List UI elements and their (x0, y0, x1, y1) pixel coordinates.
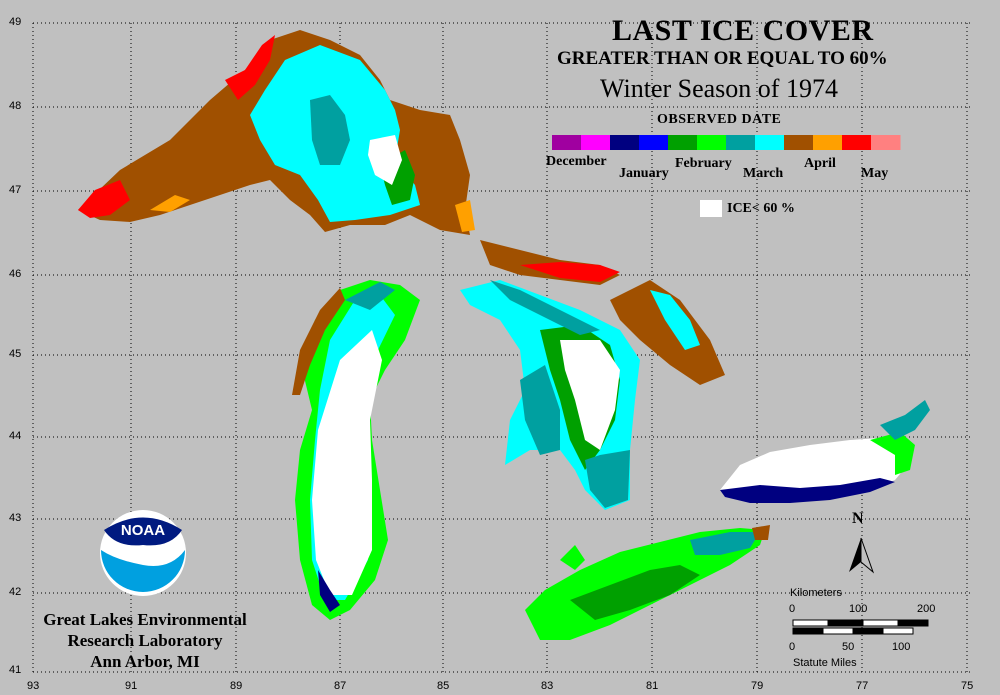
legend-month-february: February (675, 156, 732, 171)
legend-swatch (610, 135, 640, 150)
lake-superior (78, 30, 475, 235)
legend-swatch (639, 135, 669, 150)
scale-mi-tick: 0 (789, 641, 796, 653)
organization-line-2: Research Laboratory (67, 631, 223, 650)
lake-michigan (292, 280, 420, 620)
scale-mi-label: Statute Miles (793, 657, 857, 669)
lon-label: 85 (437, 680, 450, 692)
noaa-logo: NOAA (100, 510, 186, 596)
legend-color-bar (552, 135, 901, 150)
lat-label: 41 (9, 664, 22, 676)
legend-swatch (552, 135, 582, 150)
scale-mi-tick: 100 (892, 641, 911, 653)
legend-swatch (784, 135, 814, 150)
organization-line-3: Ann Arbor, MI (90, 652, 200, 671)
lake-erie (525, 525, 770, 640)
lon-label: 91 (125, 680, 138, 692)
noaa-logo-text: NOAA (121, 522, 165, 539)
lon-label: 87 (334, 680, 347, 692)
scale-km-label: Kilometers (790, 587, 842, 599)
legend-month-may: May (861, 166, 889, 181)
scale-km-tick: 200 (917, 603, 936, 615)
legend-heading: OBSERVED DATE (657, 112, 782, 127)
ice-below-label: ICE< 60 % (727, 201, 795, 216)
scale-mi-tick: 50 (842, 641, 855, 653)
lat-label: 43 (9, 512, 22, 524)
lat-label: 44 (9, 430, 22, 442)
lat-label: 45 (9, 348, 22, 360)
lake-huron (460, 240, 725, 510)
lon-label: 77 (856, 680, 869, 692)
lon-label: 79 (751, 680, 764, 692)
lon-label: 93 (27, 680, 40, 692)
scale-km-tick: 100 (849, 603, 868, 615)
lake-ontario (720, 400, 930, 503)
north-label: N (852, 510, 864, 527)
legend-swatch (813, 135, 843, 150)
lat-label: 49 (9, 16, 22, 28)
lon-label: 75 (961, 680, 974, 692)
ice-below-swatch (700, 200, 722, 217)
lat-label: 48 (9, 100, 22, 112)
map-subtitle: GREATER THAN OR EQUAL TO 60% (557, 48, 888, 69)
legend-month-march: March (743, 166, 784, 181)
legend-month-december: December (546, 154, 607, 169)
lat-label: 42 (9, 586, 22, 598)
legend-swatch (871, 135, 901, 150)
legend-swatch (668, 135, 698, 150)
scale-bar-graphic (792, 619, 929, 635)
organization-block: Great Lakes Environmental Research Labor… (30, 609, 260, 672)
legend-swatch (726, 135, 756, 150)
season-label: Winter Season of 1974 (600, 74, 838, 103)
lon-label: 89 (230, 680, 243, 692)
lon-label: 83 (541, 680, 554, 692)
organization-line-1: Great Lakes Environmental (43, 610, 247, 629)
north-arrow-icon (849, 537, 875, 574)
map-title: LAST ICE COVER (612, 14, 874, 47)
lat-label: 46 (9, 268, 22, 280)
lat-label: 47 (9, 184, 22, 196)
scale-km-tick: 0 (789, 603, 796, 615)
legend-swatch (842, 135, 872, 150)
lon-label: 81 (646, 680, 659, 692)
legend-swatch (755, 135, 785, 150)
legend-month-january: January (619, 166, 669, 181)
legend-swatch (581, 135, 611, 150)
legend-month-april: April (804, 156, 836, 171)
legend-swatch (697, 135, 727, 150)
